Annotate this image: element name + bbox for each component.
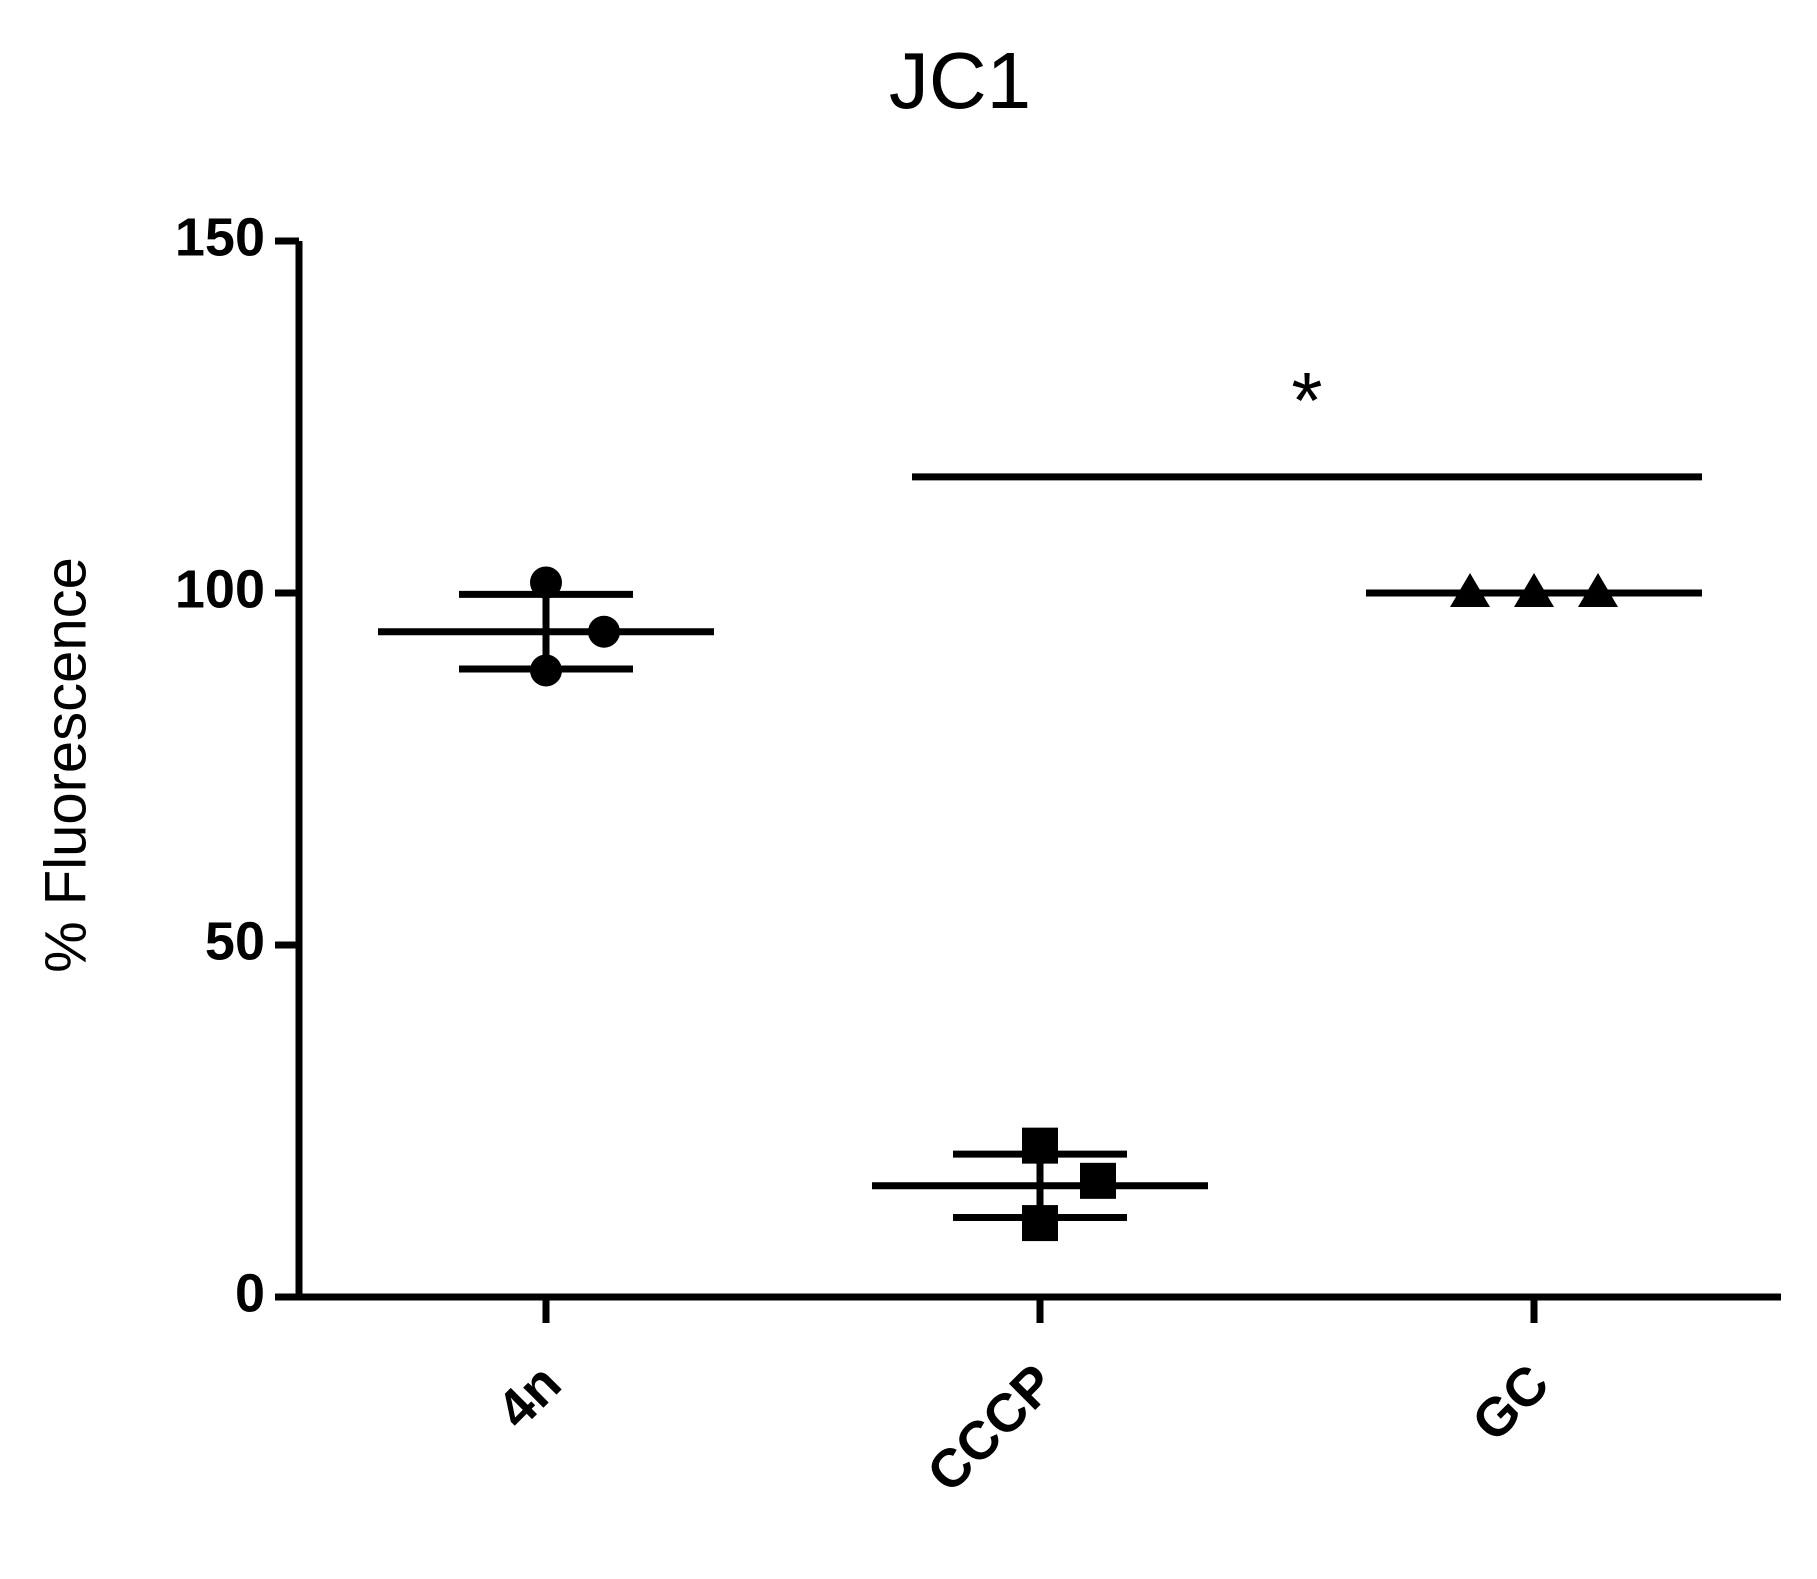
x-tick-label: GC [1461, 1353, 1561, 1453]
significance-label: * [1291, 356, 1322, 445]
x-tick-label: 4n [486, 1353, 573, 1440]
y-tick-label: 100 [175, 559, 265, 619]
chart-title: JC1 [889, 36, 1031, 125]
y-tick-label: 150 [175, 207, 265, 267]
y-tick-label: 0 [235, 1263, 265, 1323]
y-axis-label: % Fluorescence [33, 557, 98, 973]
data-point [530, 566, 562, 599]
data-point [1080, 1162, 1116, 1199]
y-tick-label: 50 [205, 911, 265, 971]
x-tick-label: CCCP [916, 1353, 1067, 1504]
